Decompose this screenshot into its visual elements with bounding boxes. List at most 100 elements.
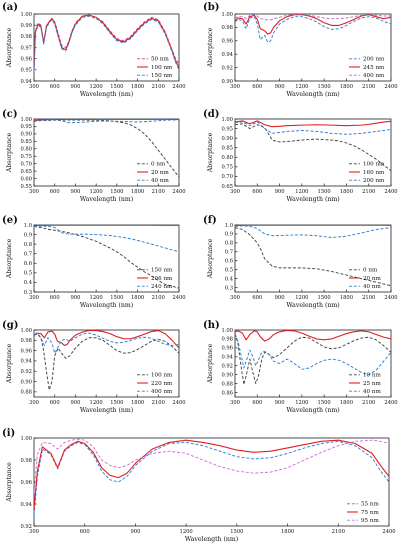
series-line	[34, 119, 179, 124]
x-tick-label: 600	[50, 295, 60, 301]
series-line	[235, 333, 391, 385]
series-group	[34, 438, 389, 516]
y-tick-label: 0.7	[225, 250, 233, 256]
y-tick-label: 0.60	[20, 176, 32, 182]
y-axis-label: Absorptance	[6, 343, 13, 384]
y-tick-label: 0.95	[20, 68, 32, 74]
x-tick-label: 1200	[180, 529, 193, 535]
y-axis-label: Absorptance	[207, 132, 214, 173]
x-axis-label: Wavelength (nm)	[286, 91, 339, 98]
series-line	[34, 225, 179, 289]
legend-label: 20 nm	[151, 170, 169, 176]
series-group	[235, 225, 391, 287]
panel-label: (e)	[2, 215, 18, 226]
x-tick-label: 600	[252, 400, 262, 406]
panel-label: (h)	[203, 320, 220, 331]
x-tick-label: 300	[230, 189, 240, 195]
panel-label: (i)	[2, 428, 15, 439]
x-axis-label: Wavelength (nm)	[80, 407, 133, 414]
y-tick-label: 0.96	[20, 480, 32, 486]
series-line	[34, 330, 179, 349]
y-tick-label: 1.00	[221, 12, 233, 18]
y-tick-label: 0.92	[20, 524, 32, 530]
x-tick-label: 2100	[362, 400, 375, 406]
legend-label: 75 nm	[361, 510, 379, 516]
x-tick-label: 900	[275, 84, 285, 90]
x-tick-label: 600	[50, 84, 60, 90]
y-tick-label: 0.90	[20, 379, 32, 385]
legend-label: 200 nm	[363, 178, 385, 184]
y-tick-label: 0.94	[20, 359, 32, 365]
x-axis-label: Wavelength (nm)	[80, 91, 133, 98]
x-tick-label: 1500	[110, 295, 123, 301]
y-tick-label: 0.92	[20, 369, 32, 375]
y-tick-label: 0.96	[221, 39, 233, 45]
y-tick-label: 0.5	[24, 271, 32, 277]
x-tick-label: 2100	[332, 529, 345, 535]
legend-label: 100 nm	[363, 162, 385, 168]
x-tick-label: 1200	[90, 400, 103, 406]
chart-panel: (f) 300 600 900 1200 1500 1800 2100 2400 0.3 0.4 0.…	[203, 215, 398, 309]
x-tick-label: 2400	[384, 295, 397, 301]
plot-frame	[33, 13, 180, 82]
panel-label: (d)	[203, 109, 219, 120]
y-tick-label: 0.96	[221, 346, 233, 352]
series-line	[34, 440, 389, 516]
series-line	[34, 225, 179, 253]
plot-frame	[33, 437, 390, 527]
y-tick-label: 0.8	[24, 242, 32, 248]
x-tick-label: 600	[50, 189, 60, 195]
x-tick-label: 2100	[152, 295, 165, 301]
y-tick-label: 0.90	[20, 132, 32, 138]
series-line	[34, 332, 179, 354]
y-tick-label: 0.6	[24, 261, 32, 267]
y-tick-label: 0.96	[20, 348, 32, 354]
series-line	[34, 439, 389, 510]
x-tick-label: 2400	[172, 84, 185, 90]
legend-label: 240 nm	[151, 284, 173, 290]
y-tick-label: 1.00	[20, 436, 32, 442]
y-tick-label: 1.00	[221, 328, 233, 334]
series-group	[34, 14, 179, 73]
y-tick-label: 0.9	[225, 232, 233, 238]
x-tick-label: 2400	[172, 400, 185, 406]
y-tick-label: 0.94	[20, 79, 32, 85]
y-tick-label: 0.95	[221, 126, 233, 132]
x-tick-label: 1200	[90, 189, 103, 195]
y-tick-label: 0.86	[221, 390, 233, 396]
y-tick-label: 1.00	[20, 117, 32, 123]
legend-label: 0 nm	[151, 162, 166, 168]
x-axis-label: Wavelength (nm)	[286, 302, 339, 309]
x-tick-label: 1200	[295, 295, 308, 301]
y-tick-label: 1.0	[225, 223, 233, 229]
series-line	[235, 120, 391, 128]
y-tick-label: 0.95	[20, 124, 32, 130]
plot-frame	[234, 118, 392, 187]
x-tick-label: 300	[230, 295, 240, 301]
y-tick-label: 0.6	[225, 259, 233, 265]
x-axis-label: Wavelength (nm)	[185, 536, 238, 543]
x-tick-label: 900	[70, 295, 80, 301]
series-group	[34, 119, 179, 178]
series-group	[34, 225, 179, 289]
chart-panel: (i) 300 600 900 1200 1500 1800 2100 2400 0.92 0.94…	[2, 428, 396, 543]
y-tick-label: 0.8	[225, 241, 233, 247]
x-tick-label: 1500	[318, 295, 331, 301]
x-tick-label: 600	[252, 84, 262, 90]
y-axis-label: Absorptance	[6, 462, 13, 503]
y-tick-label: 0.85	[20, 139, 32, 145]
legend-label: 10 nm	[363, 373, 381, 379]
y-tick-label: 0.92	[221, 65, 233, 71]
legend-label: 200 nm	[363, 57, 385, 63]
x-tick-label: 1800	[340, 189, 353, 195]
plot-frame	[234, 224, 392, 293]
y-tick-label: 0.98	[20, 458, 32, 464]
plot-frame	[33, 118, 180, 187]
y-axis-label: Absorptance	[207, 27, 214, 68]
y-tick-label: 0.75	[221, 165, 233, 171]
series-group	[235, 330, 391, 385]
x-axis-label: Wavelength (nm)	[80, 196, 133, 203]
series-line	[235, 123, 391, 172]
chart-panel: (c) 300 600 900 1200 1500 1800 2100 2400 0.55 0.60…	[2, 109, 186, 203]
chart-panel: (b) 300 600 900 1200 1500 1800 2100 2400 0.90 0.92…	[203, 2, 398, 98]
